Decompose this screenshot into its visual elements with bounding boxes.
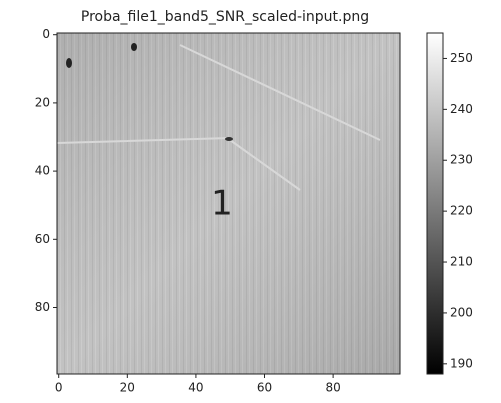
- colorbar-tick-label: 220: [450, 204, 473, 218]
- image-streak: [56, 44, 381, 191]
- colorbar-tick-label: 200: [450, 305, 473, 319]
- colorbar-tick-label: 190: [450, 356, 473, 370]
- y-tick-label: 80: [35, 300, 50, 314]
- x-tick-label: 20: [120, 381, 135, 395]
- colorbar: [426, 32, 444, 375]
- image: [56, 32, 401, 375]
- x-tick-label: 60: [257, 381, 272, 395]
- y-tick-label: 0: [42, 27, 50, 41]
- image-spot: [225, 137, 233, 141]
- x-tick-label: 0: [55, 381, 63, 395]
- axes-frame: [56, 32, 401, 375]
- colorbar-tick-label: 250: [450, 51, 473, 65]
- chart-title: Proba_file1_band5_SNR_scaled-input.png: [81, 9, 369, 25]
- colorbar-tick-label: 240: [450, 102, 473, 116]
- image-spot: [66, 58, 72, 68]
- annotation: 1: [211, 184, 233, 224]
- y-tick-label: 40: [35, 164, 50, 178]
- image-shading: [57, 33, 400, 374]
- colorbar-tick-label: 230: [450, 153, 473, 167]
- colorbar-tick-label: 210: [450, 255, 473, 269]
- y-tick-label: 60: [35, 232, 50, 246]
- image-spot: [131, 43, 137, 51]
- x-tick-label: 40: [188, 381, 203, 395]
- y-tick-label: 20: [35, 95, 50, 109]
- x-tick-label: 80: [325, 381, 340, 395]
